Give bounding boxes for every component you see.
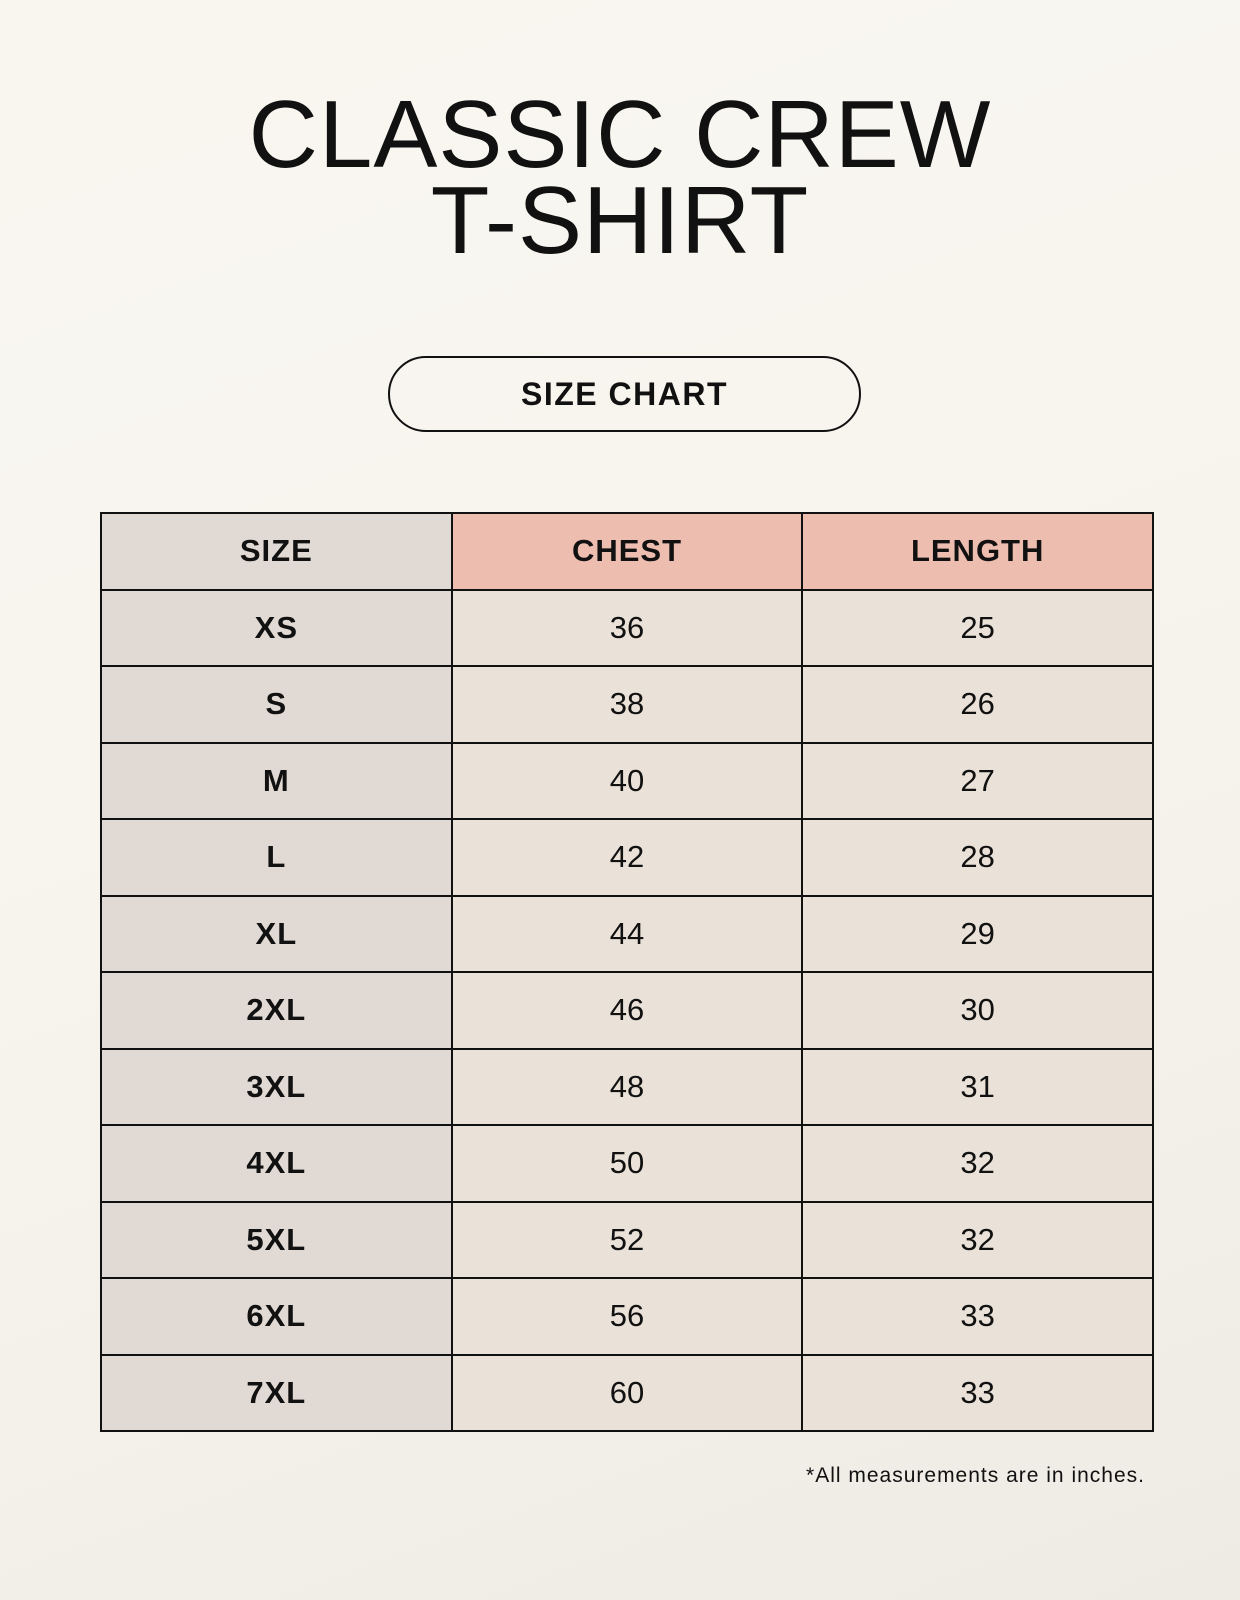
cell-length: 32 bbox=[801, 1200, 1154, 1279]
cell-size: M bbox=[100, 741, 453, 820]
cell-chest: 42 bbox=[450, 818, 804, 897]
table-row: 2XL 46 30 bbox=[100, 971, 1154, 1050]
cell-length: 25 bbox=[801, 588, 1154, 667]
cell-chest: 38 bbox=[450, 665, 804, 744]
cell-size: 7XL bbox=[100, 1353, 453, 1432]
page-title: CLASSIC CREW T-SHIRT bbox=[0, 81, 1240, 274]
table-header-row: SIZE CHEST LENGTH bbox=[100, 512, 1154, 591]
cell-chest: 40 bbox=[450, 741, 804, 820]
cell-chest: 48 bbox=[450, 1047, 804, 1126]
cell-size: 6XL bbox=[100, 1277, 453, 1356]
cell-size: 3XL bbox=[100, 1047, 453, 1126]
size-chart-badge: SIZE CHART bbox=[388, 356, 861, 432]
cell-chest: 56 bbox=[450, 1277, 804, 1356]
title-line-2: T-SHIRT bbox=[430, 167, 810, 274]
table-row: 7XL 60 33 bbox=[100, 1353, 1154, 1432]
table-row: 3XL 48 31 bbox=[100, 1047, 1154, 1126]
table-row: M 40 27 bbox=[100, 741, 1154, 820]
cell-length: 28 bbox=[801, 818, 1154, 897]
table-row: XS 36 25 bbox=[100, 588, 1154, 667]
cell-size: 5XL bbox=[100, 1200, 453, 1279]
table-row: 6XL 56 33 bbox=[100, 1277, 1154, 1356]
footnote: *All measurements are in inches. bbox=[806, 1464, 1145, 1487]
cell-chest: 46 bbox=[450, 971, 804, 1050]
cell-size: 2XL bbox=[100, 971, 453, 1050]
cell-length: 29 bbox=[801, 894, 1154, 973]
cell-size: XS bbox=[100, 588, 453, 667]
cell-length: 26 bbox=[801, 665, 1154, 744]
cell-length: 30 bbox=[801, 971, 1154, 1050]
cell-size: L bbox=[100, 818, 453, 897]
cell-size: XL bbox=[100, 894, 453, 973]
cell-size: 4XL bbox=[100, 1124, 453, 1203]
cell-length: 31 bbox=[801, 1047, 1154, 1126]
cell-chest: 52 bbox=[450, 1200, 804, 1279]
title-line-1: CLASSIC CREW bbox=[248, 81, 992, 188]
header-length: LENGTH bbox=[801, 512, 1154, 591]
table-row: 5XL 52 32 bbox=[100, 1200, 1154, 1279]
header-chest: CHEST bbox=[450, 512, 804, 591]
cell-chest: 50 bbox=[450, 1124, 804, 1203]
cell-chest: 60 bbox=[450, 1353, 804, 1432]
table-row: XL 44 29 bbox=[100, 894, 1154, 973]
cell-length: 33 bbox=[801, 1353, 1154, 1432]
table-row: 4XL 50 32 bbox=[100, 1124, 1154, 1203]
cell-length: 27 bbox=[801, 741, 1154, 820]
cell-chest: 36 bbox=[450, 588, 804, 667]
table-row: L 42 28 bbox=[100, 818, 1154, 897]
size-table: SIZE CHEST LENGTH XS 36 25 S 38 26 M 40 27 L 42 28 X… bbox=[100, 512, 1154, 1432]
cell-size: S bbox=[100, 665, 453, 744]
header-size: SIZE bbox=[100, 512, 453, 591]
table-row: S 38 26 bbox=[100, 665, 1154, 744]
cell-chest: 44 bbox=[450, 894, 804, 973]
cell-length: 32 bbox=[801, 1124, 1154, 1203]
cell-length: 33 bbox=[801, 1277, 1154, 1356]
